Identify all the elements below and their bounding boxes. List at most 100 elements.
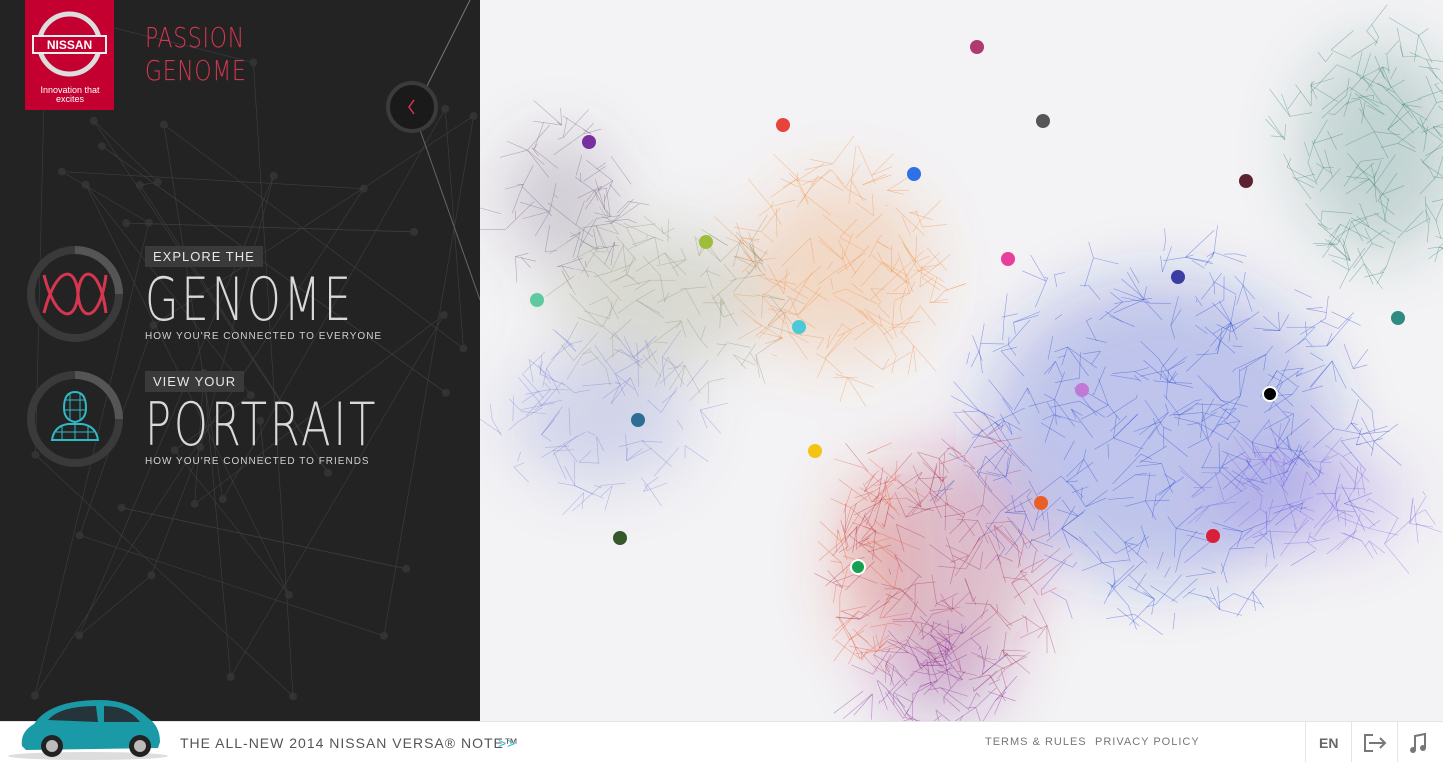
node[interactable] <box>1034 496 1048 510</box>
edge <box>1071 510 1079 517</box>
node[interactable] <box>1262 386 1278 402</box>
panel-network <box>30 0 480 701</box>
node[interactable] <box>970 40 984 54</box>
edge <box>566 353 584 380</box>
edge <box>936 646 955 659</box>
node[interactable] <box>582 135 596 149</box>
edge <box>561 270 576 296</box>
edge <box>983 657 998 661</box>
edge <box>963 519 975 537</box>
edge <box>1107 497 1134 500</box>
edge <box>1164 566 1171 578</box>
edge <box>1028 399 1055 407</box>
node[interactable] <box>776 118 790 132</box>
edge <box>919 305 936 326</box>
node[interactable] <box>631 413 645 427</box>
edge <box>978 652 1008 679</box>
edge <box>850 507 880 535</box>
node[interactable] <box>1206 529 1220 543</box>
edge <box>1306 345 1327 347</box>
edge <box>938 645 947 665</box>
menu-title[interactable]: GENOME <box>145 265 354 335</box>
edge <box>1022 270 1047 282</box>
edge <box>1387 129 1416 149</box>
node[interactable] <box>850 559 866 575</box>
node[interactable] <box>808 444 822 458</box>
edge <box>1163 256 1186 261</box>
edge <box>1350 217 1370 228</box>
promo-arrow[interactable]: >> <box>498 735 517 751</box>
node[interactable] <box>1036 114 1050 128</box>
edge <box>577 317 603 328</box>
edge <box>660 387 678 413</box>
node[interactable] <box>792 320 806 334</box>
genome-visualization[interactable] <box>475 0 1443 741</box>
node[interactable] <box>1001 252 1015 266</box>
edge <box>1364 228 1373 244</box>
edge <box>577 256 589 278</box>
edge <box>901 241 920 272</box>
node-dot <box>850 559 866 575</box>
promo-link[interactable]: THE ALL-NEW 2014 NISSAN VERSA® NOTE™ <box>180 735 519 751</box>
edge <box>1226 395 1241 420</box>
portrait-icon[interactable] <box>26 370 126 470</box>
edge <box>527 150 550 179</box>
edge <box>835 529 839 553</box>
edge <box>1295 371 1299 377</box>
share-icon[interactable] <box>1364 734 1387 752</box>
edge <box>863 483 872 503</box>
edge <box>1135 472 1148 476</box>
edge <box>1085 490 1108 507</box>
car-image[interactable] <box>0 696 170 762</box>
edge <box>966 352 970 365</box>
edge <box>1201 567 1216 573</box>
node-dot <box>1206 529 1220 543</box>
edge <box>749 352 758 365</box>
panel-dot <box>402 564 411 573</box>
edge <box>1209 384 1222 401</box>
edge <box>840 520 849 547</box>
edge <box>913 680 938 695</box>
menu-kicker[interactable]: VIEW YOUR <box>145 371 245 392</box>
emblem-bar <box>32 35 107 54</box>
language-button[interactable]: EN <box>1319 735 1339 751</box>
edge <box>667 356 685 385</box>
edge <box>914 646 928 651</box>
node[interactable] <box>1171 270 1185 284</box>
collapse-button[interactable] <box>384 80 440 136</box>
edge <box>859 599 880 620</box>
edge <box>733 255 755 268</box>
node[interactable] <box>1391 311 1405 325</box>
edge <box>1010 448 1033 472</box>
edge <box>1096 550 1103 563</box>
edge <box>1236 591 1254 617</box>
edge <box>912 670 933 676</box>
edge <box>552 450 567 480</box>
edge <box>740 343 757 366</box>
node[interactable] <box>1239 174 1253 188</box>
node[interactable] <box>613 531 627 545</box>
edge <box>1002 397 1020 425</box>
menu-kicker[interactable]: EXPLORE THE <box>145 246 263 267</box>
edge <box>1154 480 1176 507</box>
node[interactable] <box>530 293 544 307</box>
nissan-logo[interactable]: NISSAN Innovation that excites <box>25 0 114 110</box>
edge <box>505 201 535 230</box>
edge <box>557 482 575 486</box>
terms-link[interactable]: TERMS & RULES <box>985 736 1087 748</box>
edge <box>1318 467 1322 477</box>
wire-grid <box>56 394 94 440</box>
node[interactable] <box>699 235 713 249</box>
edge <box>832 574 855 583</box>
edge <box>986 424 1006 437</box>
edge <box>1288 496 1314 505</box>
privacy-link[interactable]: PRIVACY POLICY <box>1095 736 1200 748</box>
node[interactable] <box>907 167 921 181</box>
menu-title[interactable]: PORTRAIT <box>145 390 379 460</box>
edge <box>854 308 875 325</box>
node[interactable] <box>1075 383 1089 397</box>
edge <box>664 252 687 276</box>
music-icon[interactable] <box>1410 732 1426 753</box>
genome-icon[interactable] <box>26 245 126 345</box>
edge <box>1080 404 1109 420</box>
